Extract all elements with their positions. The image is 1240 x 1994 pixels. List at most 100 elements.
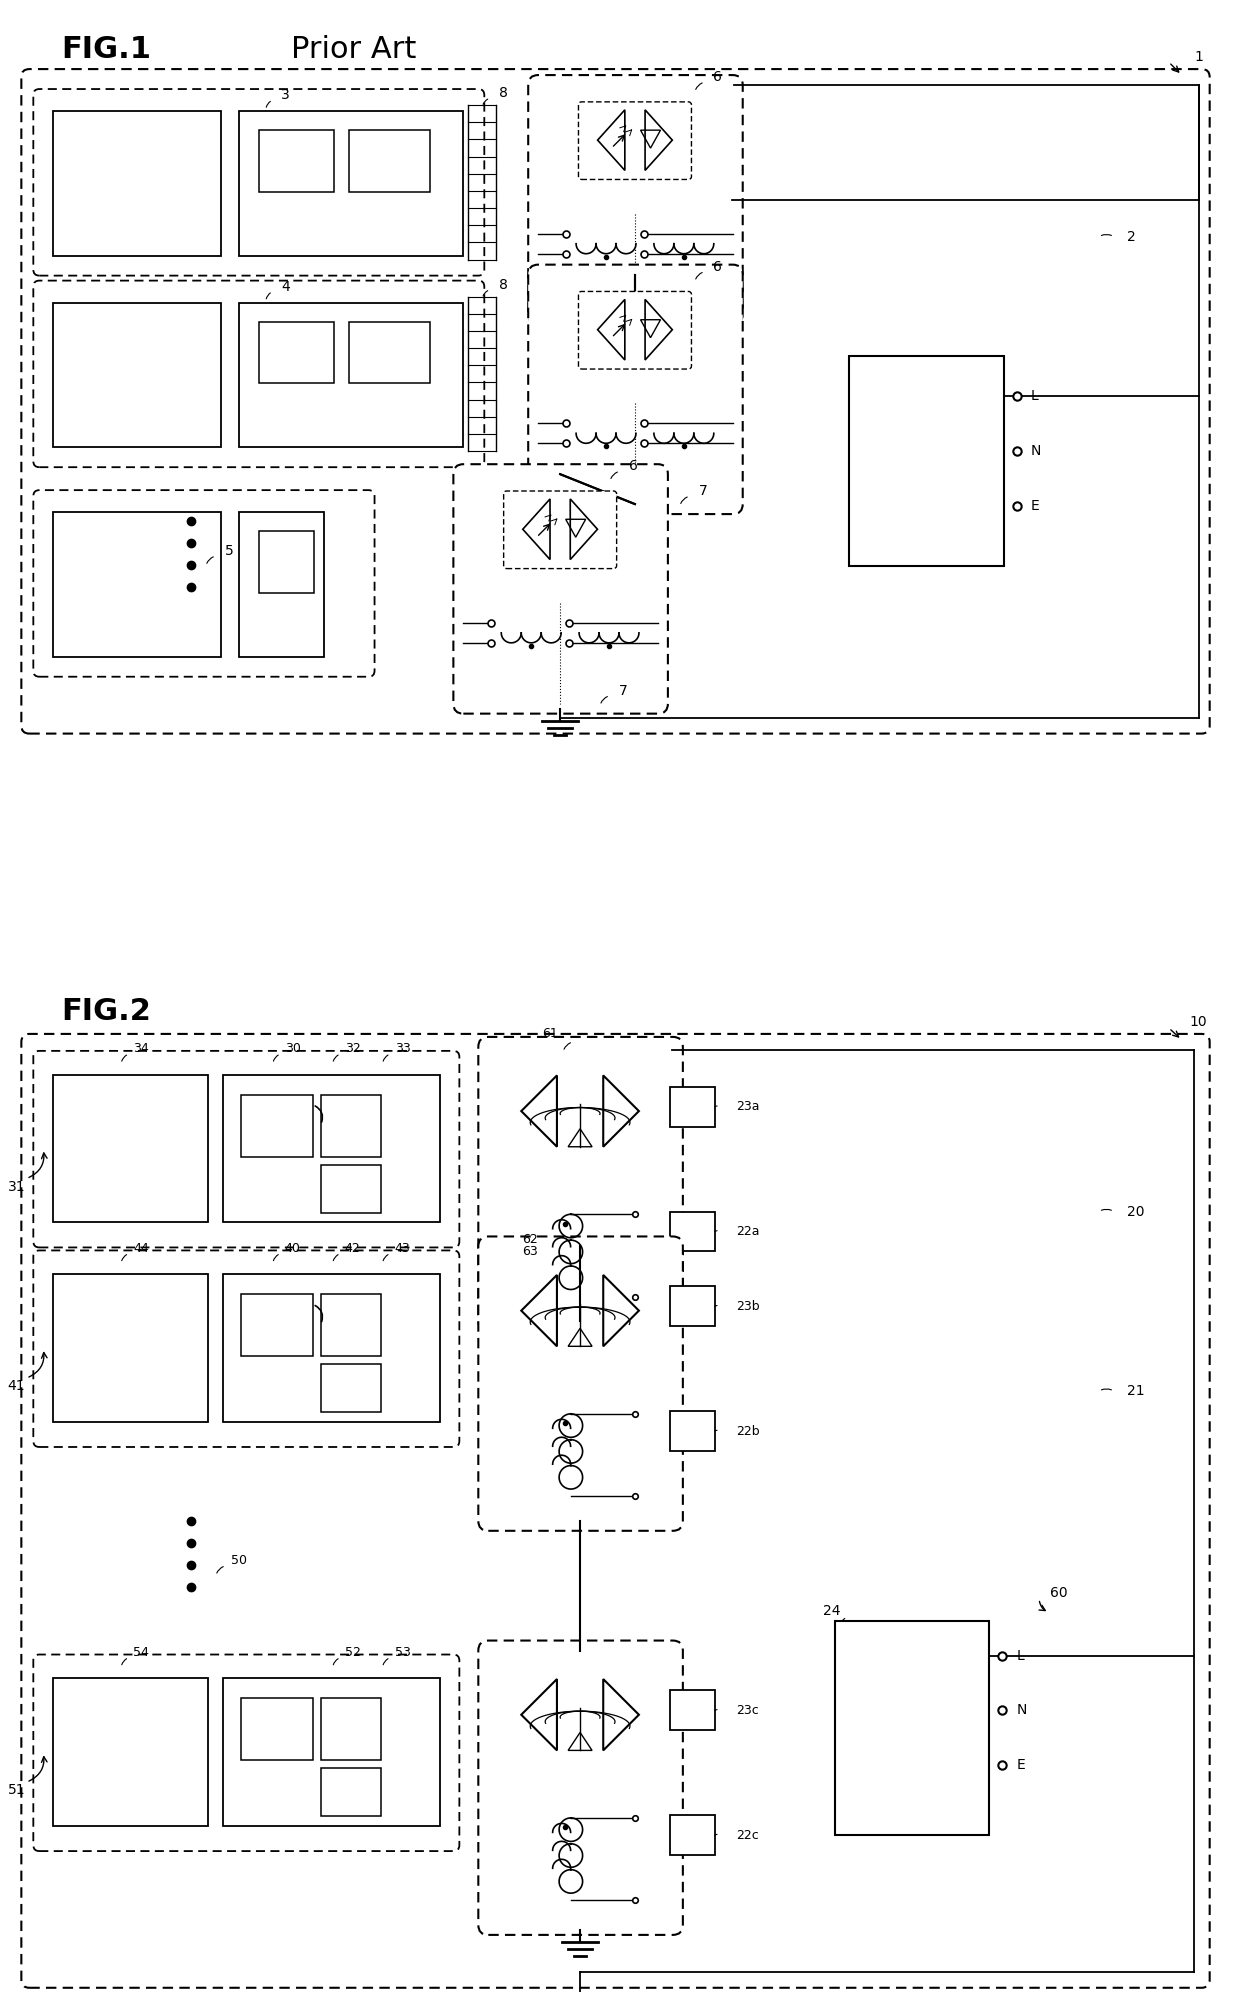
- FancyBboxPatch shape: [33, 90, 485, 275]
- FancyBboxPatch shape: [479, 1641, 683, 1934]
- Bar: [259, 321, 334, 383]
- Text: 3: 3: [281, 88, 290, 102]
- Text: 44: 44: [133, 1242, 149, 1254]
- Bar: [239, 512, 324, 656]
- FancyBboxPatch shape: [503, 491, 616, 568]
- Bar: [53, 1274, 208, 1422]
- Text: 42: 42: [345, 1242, 361, 1254]
- Bar: [835, 1621, 990, 1834]
- FancyBboxPatch shape: [33, 491, 374, 676]
- Text: L: L: [1032, 389, 1039, 403]
- Text: 6: 6: [629, 459, 637, 473]
- FancyBboxPatch shape: [33, 1250, 459, 1448]
- Bar: [223, 1679, 440, 1827]
- FancyBboxPatch shape: [479, 1037, 683, 1332]
- Text: Prior Art: Prior Art: [290, 34, 417, 64]
- Bar: [223, 1274, 440, 1422]
- Text: 63: 63: [522, 1244, 538, 1258]
- Bar: [321, 1294, 381, 1356]
- Text: 10: 10: [1190, 1015, 1208, 1029]
- Bar: [53, 112, 221, 255]
- Bar: [849, 357, 1004, 566]
- Text: L: L: [1017, 1649, 1024, 1663]
- Text: 32: 32: [345, 1043, 361, 1055]
- FancyBboxPatch shape: [528, 76, 743, 325]
- Text: 62: 62: [522, 1232, 538, 1246]
- Text: 7: 7: [619, 684, 627, 698]
- Text: N: N: [1017, 1703, 1028, 1717]
- Text: 21: 21: [1127, 1384, 1145, 1398]
- Text: 1: 1: [1194, 50, 1203, 64]
- Text: 54: 54: [133, 1645, 149, 1659]
- Text: 6: 6: [713, 70, 722, 84]
- Bar: [239, 112, 464, 255]
- Text: 41: 41: [7, 1380, 25, 1394]
- Text: 4: 4: [281, 279, 290, 293]
- Bar: [321, 1699, 381, 1761]
- FancyBboxPatch shape: [33, 281, 485, 467]
- Bar: [670, 1815, 714, 1854]
- Bar: [241, 1699, 312, 1761]
- Bar: [670, 1286, 714, 1326]
- Text: 22c: 22c: [735, 1828, 759, 1842]
- Text: 8: 8: [498, 86, 507, 100]
- Bar: [670, 1412, 714, 1452]
- Bar: [348, 130, 430, 191]
- Text: 8: 8: [498, 277, 507, 291]
- FancyBboxPatch shape: [479, 1236, 683, 1531]
- Text: 22a: 22a: [735, 1224, 759, 1238]
- Bar: [321, 1164, 381, 1212]
- Text: 20: 20: [1127, 1204, 1145, 1218]
- Text: E: E: [1032, 498, 1040, 512]
- Bar: [321, 1769, 381, 1817]
- FancyBboxPatch shape: [21, 1035, 1210, 1988]
- Text: 7: 7: [698, 485, 707, 498]
- Text: 43: 43: [394, 1242, 410, 1254]
- Bar: [321, 1364, 381, 1412]
- Text: 50: 50: [231, 1553, 247, 1567]
- FancyBboxPatch shape: [33, 1655, 459, 1850]
- Bar: [321, 1095, 381, 1157]
- Bar: [241, 1294, 312, 1356]
- Text: E: E: [1017, 1759, 1025, 1773]
- FancyBboxPatch shape: [21, 70, 1210, 734]
- Text: 33: 33: [394, 1043, 410, 1055]
- FancyBboxPatch shape: [528, 265, 743, 514]
- Bar: [259, 530, 314, 592]
- Text: 6: 6: [713, 259, 722, 273]
- FancyBboxPatch shape: [579, 291, 692, 369]
- Bar: [670, 1212, 714, 1252]
- Bar: [223, 1075, 440, 1222]
- Bar: [53, 1679, 208, 1827]
- Bar: [239, 303, 464, 447]
- Text: 53: 53: [394, 1645, 410, 1659]
- Text: 51: 51: [7, 1783, 25, 1797]
- Text: FIG.2: FIG.2: [61, 997, 151, 1027]
- Text: 40: 40: [285, 1242, 300, 1254]
- Text: 31: 31: [7, 1180, 25, 1194]
- Bar: [53, 1075, 208, 1222]
- Text: 5: 5: [224, 544, 233, 558]
- Bar: [348, 321, 430, 383]
- Bar: [241, 1095, 312, 1157]
- FancyBboxPatch shape: [454, 465, 668, 714]
- Text: FIG.1: FIG.1: [61, 34, 151, 64]
- FancyBboxPatch shape: [579, 102, 692, 179]
- Text: 60: 60: [1050, 1585, 1068, 1599]
- Bar: [670, 1691, 714, 1731]
- Text: 30: 30: [285, 1043, 300, 1055]
- Text: 52: 52: [345, 1645, 361, 1659]
- Text: 23b: 23b: [735, 1300, 759, 1312]
- Text: 2: 2: [1127, 229, 1136, 243]
- Text: 24: 24: [823, 1603, 841, 1617]
- Text: 34: 34: [133, 1043, 149, 1055]
- Text: 23a: 23a: [735, 1101, 759, 1113]
- Text: 22b: 22b: [735, 1424, 759, 1438]
- Bar: [670, 1087, 714, 1127]
- Bar: [53, 512, 221, 656]
- Text: N: N: [1032, 445, 1042, 459]
- FancyBboxPatch shape: [33, 1051, 459, 1248]
- Text: 61: 61: [542, 1027, 558, 1041]
- Bar: [259, 130, 334, 191]
- Text: 23c: 23c: [735, 1705, 759, 1717]
